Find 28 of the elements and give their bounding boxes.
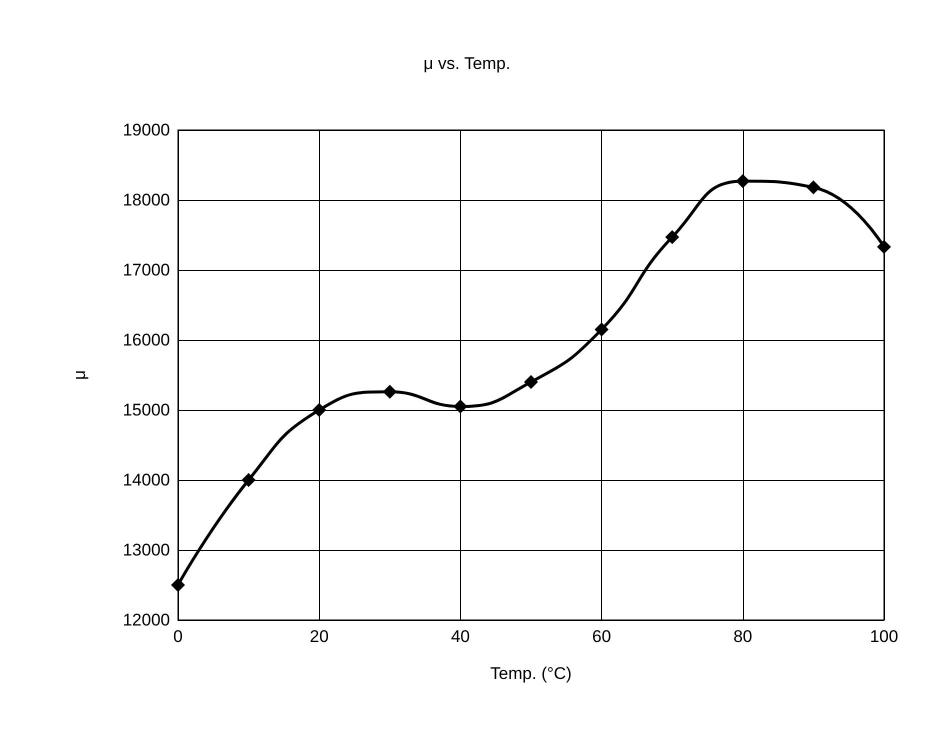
x-tick-label: 20 [310, 627, 329, 646]
y-tick-label: 13000 [122, 540, 170, 560]
point [171, 578, 185, 592]
point [453, 400, 468, 414]
x-tick-label: 100 [870, 627, 898, 646]
y-tick-label: 18000 [122, 190, 170, 210]
chart-title: μ vs. Temp. [424, 54, 510, 73]
x-tick-label: 0 [173, 627, 183, 646]
point [665, 230, 680, 244]
y-axis-title: μ [70, 370, 89, 380]
point [806, 180, 820, 194]
point [242, 473, 256, 487]
x-tick-label: 60 [592, 627, 612, 646]
point [312, 403, 326, 417]
y-tick-label: 15000 [122, 400, 170, 420]
y-tick-label: 16000 [122, 330, 170, 350]
x-axis-title: Temp. (°C) [490, 664, 572, 683]
y-tick-label: 12000 [122, 610, 170, 630]
point [524, 375, 538, 389]
y-tick-label: 14000 [122, 470, 170, 490]
point [736, 174, 750, 188]
x-tick-label: 40 [450, 627, 470, 646]
point [382, 384, 397, 399]
point [877, 240, 891, 254]
point [594, 322, 609, 336]
x-tick-label: 80 [733, 627, 752, 646]
y-tick-label: 17000 [122, 260, 170, 280]
y-tick-label: 19000 [122, 120, 170, 140]
